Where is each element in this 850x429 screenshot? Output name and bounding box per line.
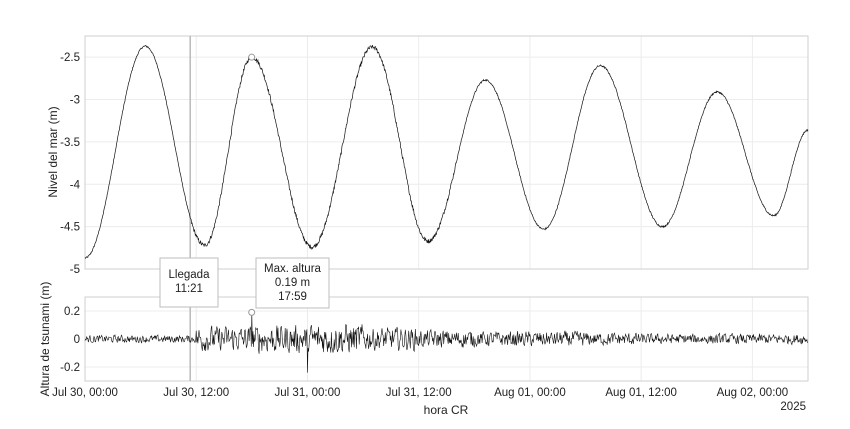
y-tick-label: 0.2: [64, 306, 80, 318]
x-ticks: Jul 30, 00:00 Jul 30, 12:00 Jul 31, 00:00 J…: [52, 387, 788, 399]
x-tick-label: Jul 30, 00:00: [52, 387, 118, 399]
x-tick-label: Aug 02, 00:00: [717, 387, 789, 399]
x-tick-label: Aug 01, 00:00: [494, 387, 566, 399]
max-time: 17:59: [278, 291, 307, 303]
x-tick-label: Jul 30, 12:00: [163, 387, 229, 399]
max-annotation: Max. altura 0.19 m 17:59: [255, 257, 330, 309]
arrival-time: 11:21: [175, 283, 203, 295]
top-grid: [84, 36, 808, 270]
bottom-ylabel: Altura de tsunami (m): [38, 282, 52, 397]
x-tick-label: Jul 31, 00:00: [275, 387, 341, 399]
max-marker-top: [248, 53, 256, 61]
y-tick-label: -0.2: [60, 362, 80, 374]
max-marker-bottom: [248, 308, 256, 316]
max-title: Max. altura: [264, 263, 321, 275]
bottom-axes-frame: [84, 296, 809, 382]
top-axes-frame: [84, 35, 809, 270]
arrival-title: Llegada: [169, 269, 211, 281]
x-axis-label: hora CR: [424, 403, 469, 417]
top-y-ticks: -2.5 -3 -3.5 -4 -4.5 -5: [60, 52, 80, 276]
y-tick-label: 0: [74, 334, 80, 346]
y-tick-label: -5: [70, 264, 80, 276]
y-tick-label: -4.5: [60, 222, 80, 234]
x-tick-label: Aug 01, 12:00: [605, 387, 677, 399]
tide-series-line: [84, 44, 809, 259]
year-label: 2025: [780, 401, 806, 413]
y-tick-label: -3: [70, 95, 80, 107]
bottom-y-ticks: 0.2 0 -0.2: [60, 306, 80, 374]
top-ylabel: Nivel del mar (m): [46, 106, 60, 197]
max-value: 0.19 m: [275, 277, 310, 289]
y-tick-label: -4: [70, 179, 81, 191]
y-tick-label: -2.5: [60, 52, 80, 64]
x-tick-label: Jul 31, 12:00: [386, 387, 452, 399]
arrival-annotation: Llegada 11:21: [159, 257, 219, 308]
y-tick-label: -3.5: [60, 137, 80, 149]
tsunami-series-line: [84, 312, 808, 373]
